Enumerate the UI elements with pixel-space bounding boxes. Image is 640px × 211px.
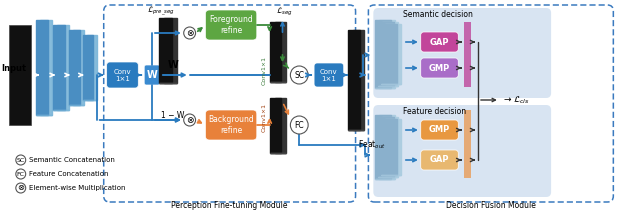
Polygon shape <box>164 18 177 83</box>
Text: Conv
1×1: Conv 1×1 <box>114 69 131 81</box>
Text: $\mathcal{L}_{pre\_seg}$: $\mathcal{L}_{pre\_seg}$ <box>147 4 175 18</box>
Polygon shape <box>381 119 397 175</box>
Polygon shape <box>380 20 395 88</box>
FancyBboxPatch shape <box>373 8 551 98</box>
Polygon shape <box>87 35 97 100</box>
Text: Element-wise Multiplication: Element-wise Multiplication <box>29 185 125 191</box>
Text: Conv1×1: Conv1×1 <box>261 104 266 133</box>
Polygon shape <box>385 119 401 175</box>
Text: Foreground
refine: Foreground refine <box>209 15 253 35</box>
Text: FC: FC <box>294 120 304 130</box>
Circle shape <box>184 27 196 39</box>
Polygon shape <box>375 115 391 179</box>
Polygon shape <box>348 30 360 130</box>
Circle shape <box>291 66 308 84</box>
FancyBboxPatch shape <box>420 150 458 170</box>
Polygon shape <box>381 24 397 84</box>
Polygon shape <box>275 98 287 153</box>
FancyBboxPatch shape <box>107 62 138 88</box>
FancyBboxPatch shape <box>144 65 160 85</box>
Polygon shape <box>380 115 395 179</box>
Polygon shape <box>53 25 65 110</box>
Polygon shape <box>382 22 398 86</box>
FancyBboxPatch shape <box>373 105 551 197</box>
Text: W: W <box>147 70 157 80</box>
Text: Feat$_{out}$: Feat$_{out}$ <box>358 139 385 151</box>
FancyBboxPatch shape <box>205 110 257 140</box>
Text: Conv1×1: Conv1×1 <box>261 55 266 84</box>
FancyBboxPatch shape <box>314 63 344 87</box>
FancyBboxPatch shape <box>464 110 471 178</box>
Text: GAP: GAP <box>429 38 449 46</box>
Text: GMP: GMP <box>429 126 450 134</box>
Text: Background
refine: Background refine <box>208 115 254 135</box>
Polygon shape <box>83 35 93 100</box>
Text: $\mathcal{L}_{seg}$: $\mathcal{L}_{seg}$ <box>276 6 292 18</box>
Text: Semantic decision: Semantic decision <box>403 9 473 19</box>
Polygon shape <box>159 18 172 83</box>
Text: SC: SC <box>17 157 25 162</box>
Text: W: W <box>168 60 178 70</box>
Text: GMP: GMP <box>429 64 450 73</box>
Text: ⊗: ⊗ <box>186 115 193 124</box>
Text: SC: SC <box>294 70 304 80</box>
Text: Input: Input <box>1 64 26 73</box>
Polygon shape <box>378 22 394 86</box>
Text: GAP: GAP <box>429 156 449 165</box>
Polygon shape <box>58 25 69 110</box>
Text: Semantic Concatenation: Semantic Concatenation <box>29 157 115 163</box>
FancyBboxPatch shape <box>205 10 257 40</box>
Circle shape <box>16 155 26 165</box>
Polygon shape <box>69 30 80 105</box>
Text: ⊗: ⊗ <box>17 184 24 192</box>
Circle shape <box>16 183 26 193</box>
Polygon shape <box>375 20 391 88</box>
Polygon shape <box>353 30 364 130</box>
Text: Decision Fusion Module: Decision Fusion Module <box>446 200 536 210</box>
Text: FC: FC <box>17 172 25 176</box>
Text: Feature Concatenation: Feature Concatenation <box>29 171 108 177</box>
Text: 1 − W: 1 − W <box>161 111 184 119</box>
Circle shape <box>291 116 308 134</box>
Polygon shape <box>269 98 282 153</box>
Text: ⊗: ⊗ <box>186 28 193 38</box>
Text: Perception Fine-tuning Module: Perception Fine-tuning Module <box>171 200 287 210</box>
Polygon shape <box>378 117 394 177</box>
Circle shape <box>184 114 196 126</box>
FancyBboxPatch shape <box>464 22 471 87</box>
Circle shape <box>16 169 26 179</box>
Text: $\rightarrow \mathcal{L}_{cls}$: $\rightarrow \mathcal{L}_{cls}$ <box>502 94 529 106</box>
Polygon shape <box>73 30 84 105</box>
Text: Conv
1×1: Conv 1×1 <box>320 69 338 81</box>
Polygon shape <box>40 20 52 115</box>
Polygon shape <box>385 24 401 84</box>
Polygon shape <box>269 22 282 82</box>
Text: Feature decision: Feature decision <box>403 107 466 115</box>
FancyBboxPatch shape <box>420 32 458 52</box>
FancyBboxPatch shape <box>420 58 458 78</box>
Polygon shape <box>36 20 49 115</box>
FancyBboxPatch shape <box>420 120 458 140</box>
Polygon shape <box>275 22 287 82</box>
FancyBboxPatch shape <box>9 25 31 125</box>
Polygon shape <box>382 117 398 177</box>
